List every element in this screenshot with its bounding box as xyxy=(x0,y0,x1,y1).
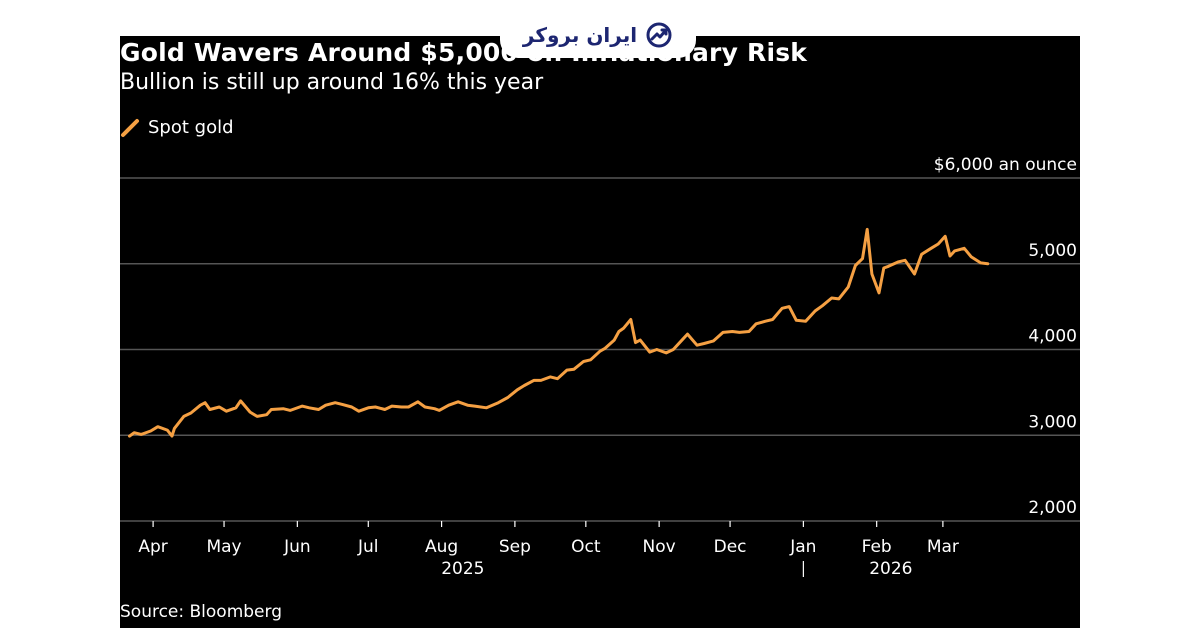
chart-subtitle: Bullion is still up around 16% this year xyxy=(120,70,544,95)
x-tick-label-jan: Jan xyxy=(789,537,816,557)
x-tick-label-aug: Aug xyxy=(425,537,458,557)
year-label-2026: 2026 xyxy=(869,559,912,579)
y-tick-label-2000: 2,000 xyxy=(1028,498,1077,518)
trend-chart-icon xyxy=(646,22,672,48)
x-tick-label-jul: Jul xyxy=(357,537,379,557)
x-tick-label-may: May xyxy=(206,537,241,557)
x-tick-label-feb: Feb xyxy=(862,537,892,557)
x-tick-label-oct: Oct xyxy=(571,537,601,557)
year-label-2025: 2025 xyxy=(441,559,484,579)
watermark-text: ایران بروکر xyxy=(522,23,638,47)
x-tick-label-apr: Apr xyxy=(138,537,167,557)
chart-source: Source: Bloomberg xyxy=(120,602,282,622)
legend-swatch-icon xyxy=(121,119,139,137)
y-tick-label-5000: 5,000 xyxy=(1028,241,1077,261)
legend-label: Spot gold xyxy=(148,116,234,138)
x-tick-label-sep: Sep xyxy=(499,537,531,557)
y-tick-label-4000: 4,000 xyxy=(1028,327,1077,347)
line-chart: $6,000 an ounce 5,000 4,000 3,000 2,000 Apr Ma… xyxy=(120,155,1080,579)
series-line-spot-gold xyxy=(128,227,990,438)
watermark-badge: ایران بروکر xyxy=(500,12,696,58)
x-tick-label-jun: Jun xyxy=(283,537,311,557)
y-tick-label-6000: $6,000 an ounce xyxy=(934,155,1077,175)
x-tick-label-nov: Nov xyxy=(643,537,676,557)
x-tick-label-dec: Dec xyxy=(714,537,747,557)
x-tick-label-mar: Mar xyxy=(927,537,959,557)
y-tick-label-3000: 3,000 xyxy=(1028,412,1077,432)
legend: Spot gold xyxy=(120,116,234,138)
chart-panel: Gold Wavers Around $5,000 on Inflationar… xyxy=(120,36,1080,628)
